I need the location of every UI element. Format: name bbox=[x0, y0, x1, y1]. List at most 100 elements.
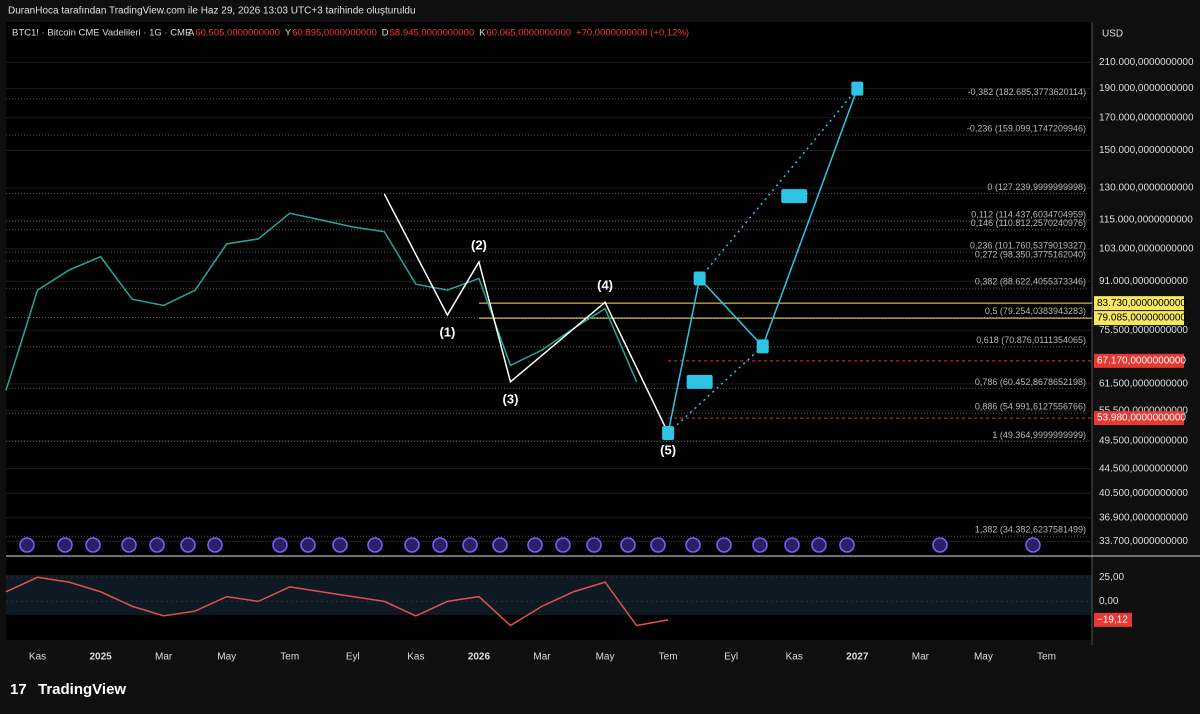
fib-label: -0,382 (182.685,3773620114) bbox=[968, 87, 1086, 97]
event-icon bbox=[932, 537, 948, 553]
y-tick-label: 130.000,0000000000 bbox=[1099, 183, 1194, 194]
wave-label: (4) bbox=[597, 278, 613, 293]
event-icon bbox=[839, 537, 855, 553]
x-tick-label: 2026 bbox=[468, 652, 491, 663]
indicator-band bbox=[6, 575, 1092, 615]
ohlc-value: 60.065,0000000000 bbox=[487, 28, 572, 39]
event-icon bbox=[555, 537, 571, 553]
event-icon bbox=[586, 537, 602, 553]
event-icon bbox=[272, 537, 288, 553]
y-tick-label: 170.000,0000000000 bbox=[1099, 112, 1194, 123]
ohlc-value: 60.895,0000000000 bbox=[292, 28, 377, 39]
event-icon bbox=[404, 537, 420, 553]
series-line bbox=[667, 88, 858, 434]
x-tick-label: Eyl bbox=[346, 652, 360, 663]
event-icon bbox=[650, 537, 666, 553]
ohlc-value: 58.945,0000000000 bbox=[390, 28, 475, 39]
x-tick-label: Mar bbox=[912, 652, 930, 663]
price-tag bbox=[1094, 296, 1184, 311]
event-icon bbox=[752, 537, 768, 553]
price-tag bbox=[1094, 311, 1184, 326]
last-value-tag bbox=[1094, 612, 1132, 627]
fib-label: 0,786 (60.452,8678652198) bbox=[975, 377, 1086, 387]
y-tick-label: 150.000,0000000000 bbox=[1099, 145, 1194, 156]
y-tick-label: 61.500,0000000000 bbox=[1099, 379, 1188, 390]
event-icon bbox=[332, 537, 348, 553]
wave-label: (2) bbox=[471, 237, 487, 252]
event-icon bbox=[149, 537, 165, 553]
price-tag-label: 83.730,0000000000 bbox=[1097, 298, 1186, 309]
event-icon bbox=[57, 537, 73, 553]
event-icon bbox=[121, 537, 137, 553]
event-icon bbox=[716, 537, 732, 553]
y-tick-label: 75.500,0000000000 bbox=[1099, 325, 1188, 336]
event-icon bbox=[527, 537, 543, 553]
event-icon bbox=[685, 537, 701, 553]
x-tick-label: 2027 bbox=[846, 652, 869, 663]
x-tick-label: Kas bbox=[29, 652, 46, 663]
price-tag bbox=[1094, 353, 1184, 368]
fib-label: 0,236 (101.760,5379019327) bbox=[970, 240, 1086, 250]
x-tick-label: Tem bbox=[659, 652, 678, 663]
symbol-legend: BTC1! · Bitcoin CME Vadelileri · 1G · CM… bbox=[12, 28, 191, 39]
y-tick-label: 91.000,0000000000 bbox=[1099, 276, 1188, 287]
x-tick-label: May bbox=[974, 652, 993, 663]
change: +70,0000000000 (+0,12%) bbox=[576, 28, 689, 39]
fib-label: 0 (127.239,9999999998) bbox=[987, 182, 1086, 192]
series-line bbox=[383, 193, 669, 434]
event-icon bbox=[462, 537, 478, 553]
y-tick-label: 55.500,0000000000 bbox=[1099, 405, 1188, 416]
fib-label: 0,886 (54.991,6127556766) bbox=[975, 402, 1086, 412]
x-tick-label: Eyl bbox=[724, 652, 738, 663]
price-tag-label: 53.980,0000000000 bbox=[1097, 413, 1186, 424]
fib-label: 1,382 (34.382,6237581499) bbox=[975, 525, 1086, 535]
fib-label: 0,5 (79.254,0383943283) bbox=[985, 306, 1086, 316]
x-tick-label: May bbox=[217, 652, 236, 663]
y-tick-label: 103.000,0000000000 bbox=[1099, 244, 1194, 255]
y-tick-label: 25,00 bbox=[1099, 572, 1124, 583]
series-line bbox=[5, 576, 669, 627]
event-icon bbox=[811, 537, 827, 553]
wave-label: (3) bbox=[503, 391, 519, 406]
series-line bbox=[699, 88, 858, 279]
target-marker bbox=[693, 271, 706, 286]
event-icon bbox=[492, 537, 508, 553]
wave-label: (5) bbox=[660, 442, 676, 457]
event-icon bbox=[784, 537, 800, 553]
target-marker bbox=[781, 189, 808, 204]
y-tick-label: 115.000,0000000000 bbox=[1099, 215, 1193, 226]
x-tick-label: Tem bbox=[1037, 652, 1056, 663]
x-tick-label: 2025 bbox=[89, 652, 112, 663]
target-marker bbox=[756, 339, 769, 354]
price-tag bbox=[1094, 411, 1184, 426]
price-tag-label: 79.085,0000000000 bbox=[1097, 313, 1186, 324]
y-tick-label: 49.500,0000000000 bbox=[1099, 435, 1188, 446]
credit: DuranHoca tarafından TradingView.com ile… bbox=[8, 6, 416, 17]
event-icon bbox=[207, 537, 223, 553]
currency: USD bbox=[1102, 29, 1123, 40]
series-line bbox=[5, 212, 638, 391]
event-icon bbox=[180, 537, 196, 553]
wave-label: (1) bbox=[439, 325, 455, 340]
target-marker bbox=[686, 374, 713, 389]
x-tick-label: Mar bbox=[155, 652, 173, 663]
x-tick-label: Tem bbox=[280, 652, 299, 663]
event-icon bbox=[620, 537, 636, 553]
y-tick-label: 44.500,0000000000 bbox=[1099, 463, 1188, 474]
fib-label: 0,618 (70.876,0111354065) bbox=[976, 335, 1086, 345]
brand: TradingView bbox=[38, 681, 126, 698]
logo-mark: 17 bbox=[10, 681, 27, 698]
x-tick-label: May bbox=[596, 652, 615, 663]
x-tick-label: Mar bbox=[533, 652, 551, 663]
ohlc-key: K bbox=[479, 28, 486, 39]
y-tick-label: 0,00 bbox=[1099, 596, 1119, 607]
event-icon bbox=[367, 537, 383, 553]
fib-label: 0,146 (110.812,2570240976) bbox=[971, 218, 1086, 228]
ohlc-key: Y bbox=[285, 28, 292, 39]
fib-label: 0,112 (114.437,6034704959) bbox=[971, 210, 1086, 220]
fib-label: 0,382 (88.622,4055373346) bbox=[975, 277, 1086, 287]
event-icon bbox=[1025, 537, 1041, 553]
x-tick-label: Kas bbox=[407, 652, 424, 663]
